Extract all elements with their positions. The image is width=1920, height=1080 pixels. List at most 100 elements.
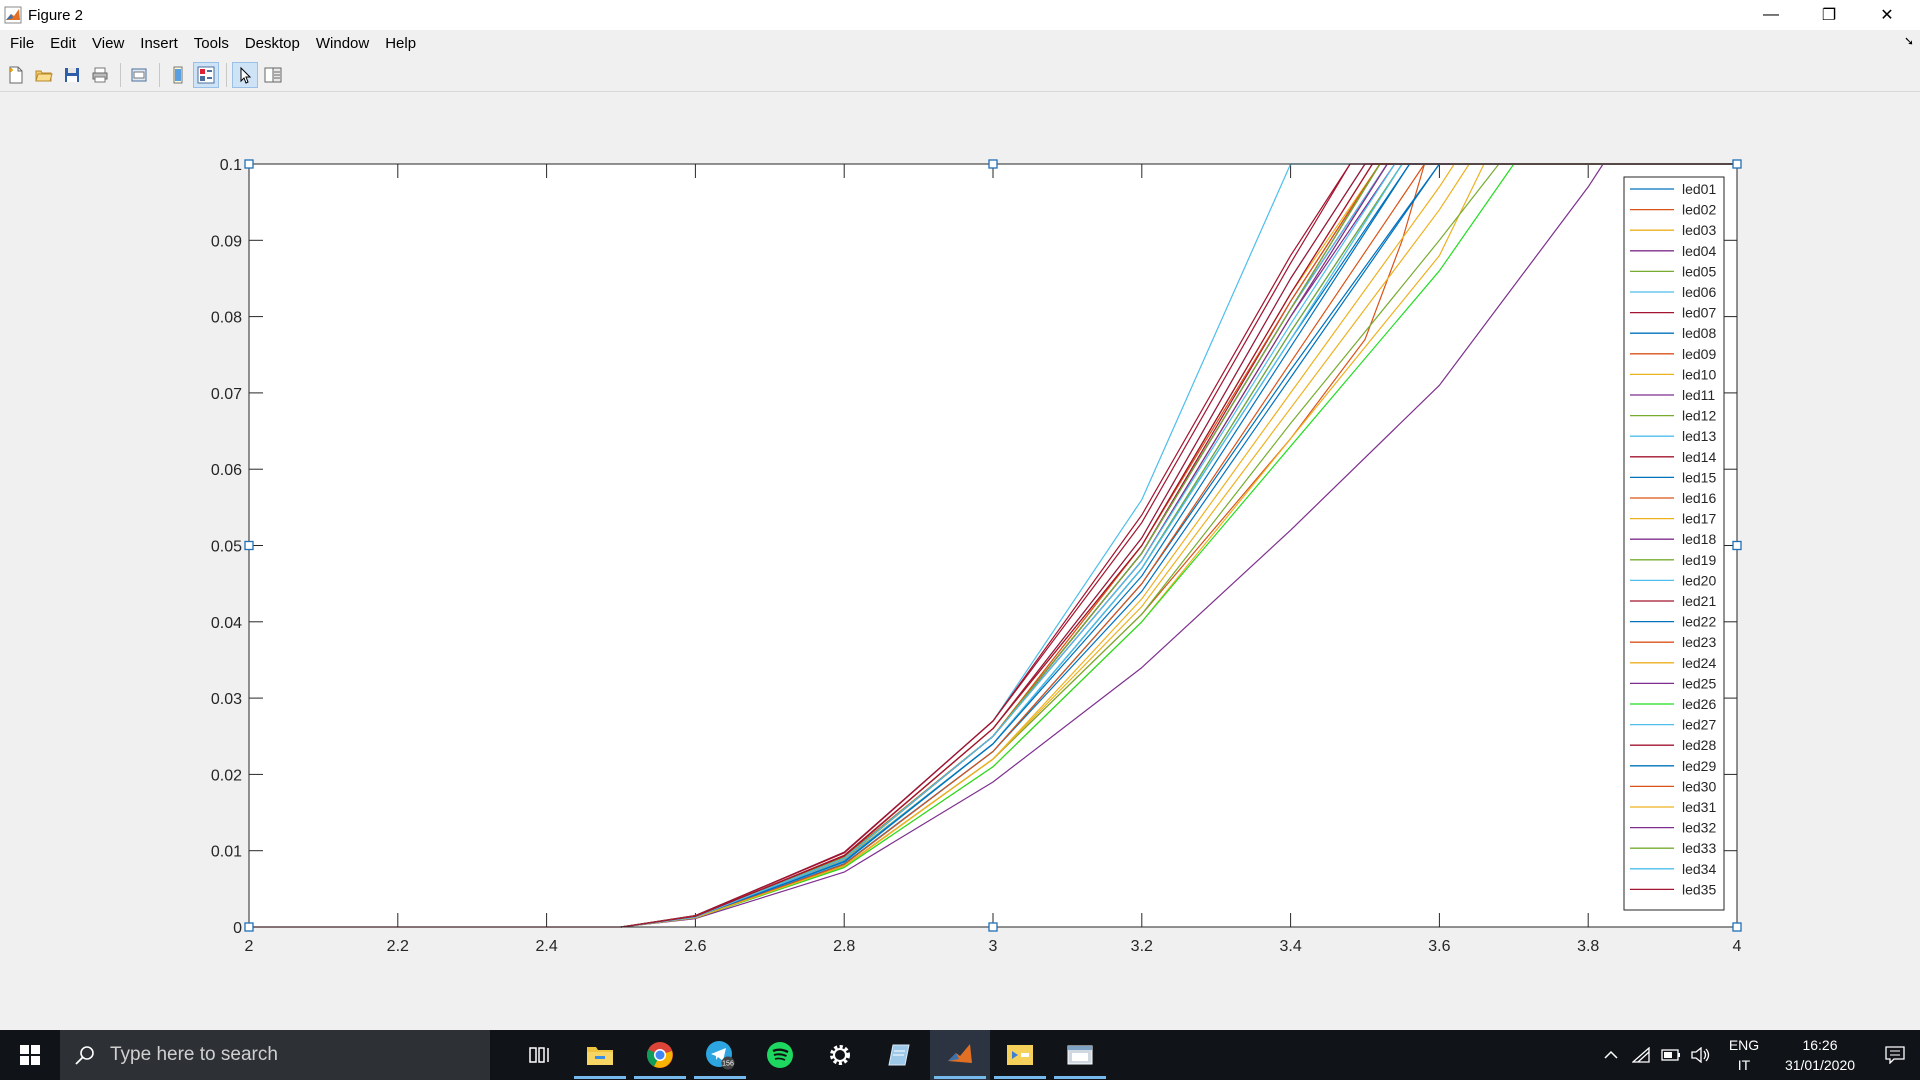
- selection-handle[interactable]: [244, 540, 254, 551]
- figure-toolbar: [0, 58, 1920, 92]
- window-app-button[interactable]: [1050, 1030, 1110, 1080]
- hide-plot-tools-button[interactable]: [165, 62, 191, 88]
- window-app-icon: [1067, 1045, 1093, 1065]
- menu-desktop[interactable]: Desktop: [244, 35, 300, 52]
- x-tick-label: 2.8: [833, 938, 855, 955]
- maximize-button[interactable]: ❐: [1800, 0, 1858, 30]
- save-button[interactable]: [59, 62, 85, 88]
- selection-handle[interactable]: [988, 159, 998, 169]
- legend-label: led10: [1682, 366, 1716, 382]
- property-inspector-button[interactable]: [260, 62, 286, 88]
- telegram-button[interactable]: 156: [690, 1030, 750, 1080]
- edit-plot-button[interactable]: [232, 61, 258, 88]
- figure-canvas[interactable]: 2 2.2 2.4 2.6 2.8 3 3.2 3.4 3.6 3.8 4 0 0.01 0.02 0.0…: [0, 93, 1920, 1030]
- restore-icon: ❐: [1821, 7, 1837, 24]
- close-button[interactable]: ✕: [1858, 0, 1916, 30]
- show-plot-tools-button[interactable]: [193, 61, 219, 88]
- print-button[interactable]: [87, 62, 113, 88]
- dock-figure-icon[interactable]: ➘: [1903, 34, 1914, 48]
- keyboard-layout: IT: [1737, 1057, 1751, 1073]
- selection-handle[interactable]: [988, 922, 998, 932]
- running-indicator: [934, 1076, 986, 1079]
- taskbar-search-input[interactable]: Type here to search: [60, 1030, 490, 1080]
- y-tick-label: 0.02: [211, 767, 242, 784]
- y-tick-label: 0.1: [220, 157, 242, 174]
- selection-handle[interactable]: [1732, 922, 1742, 932]
- notification-icon: [1885, 1046, 1905, 1064]
- spotify-icon: [767, 1042, 793, 1068]
- selection-handle[interactable]: [1732, 159, 1742, 169]
- y-tick-label: 0: [233, 920, 242, 937]
- task-view-button[interactable]: [510, 1030, 570, 1080]
- sticky-app-icon: [1007, 1045, 1033, 1065]
- legend-label: led03: [1682, 222, 1716, 238]
- legend-label: led34: [1682, 861, 1716, 877]
- open-file-button[interactable]: [31, 62, 57, 88]
- line-chart[interactable]: 2 2.2 2.4 2.6 2.8 3 3.2 3.4 3.6 3.8 4 0 0.01 0.02 0.0…: [0, 93, 1920, 1030]
- selection-handles[interactable]: [244, 159, 1742, 932]
- start-button[interactable]: [0, 1030, 60, 1080]
- legend-label: led14: [1682, 449, 1716, 465]
- legend[interactable]: led01 led02 led03 led04 led05 led06 led07 led08…: [1623, 176, 1725, 911]
- selection-handle[interactable]: [244, 159, 254, 169]
- menu-tools[interactable]: Tools: [193, 35, 229, 52]
- telegram-icon: 156: [706, 1041, 735, 1070]
- legend-label: led28: [1682, 737, 1716, 753]
- menu-help[interactable]: Help: [385, 35, 417, 52]
- notepad-button[interactable]: [870, 1030, 930, 1080]
- show-hidden-icons-button[interactable]: [1596, 1030, 1626, 1080]
- settings-icon: [830, 1045, 850, 1065]
- legend-label: led29: [1682, 758, 1716, 774]
- matlab-logo-icon: [4, 6, 22, 24]
- toolbar-separator: [226, 62, 227, 87]
- action-center-button[interactable]: [1870, 1030, 1920, 1080]
- settings-button[interactable]: [810, 1030, 870, 1080]
- edit-plot-arrow-icon: [240, 66, 252, 84]
- search-icon: [75, 1046, 94, 1065]
- y-axis: 0 0.01 0.02 0.03 0.04 0.05 0.06 0.07 0.08 0.09 0.1: [211, 157, 1737, 937]
- legend-label: led26: [1682, 696, 1716, 712]
- battery-button[interactable]: [1656, 1030, 1686, 1080]
- menu-edit[interactable]: Edit: [50, 35, 77, 52]
- chrome-button[interactable]: [630, 1030, 690, 1080]
- file-explorer-button[interactable]: [570, 1030, 630, 1080]
- legend-label: led31: [1682, 799, 1716, 815]
- menu-bar: File Edit View Insert Tools Desktop Wind…: [0, 30, 1920, 58]
- legend-label: led35: [1682, 881, 1716, 897]
- language-code: ENG: [1728, 1037, 1760, 1053]
- windows-taskbar: Type here to search 156: [0, 1030, 1920, 1080]
- legend-label: led23: [1682, 634, 1716, 650]
- new-figure-button[interactable]: [3, 62, 29, 88]
- legend-box: [1623, 176, 1725, 911]
- menu-file[interactable]: File: [10, 35, 35, 52]
- selection-handle[interactable]: [1732, 540, 1742, 551]
- running-indicator: [994, 1076, 1046, 1079]
- legend-label: led07: [1682, 305, 1716, 321]
- running-indicator: [694, 1076, 746, 1079]
- selection-handle[interactable]: [244, 922, 254, 932]
- sticky-app-button[interactable]: [990, 1030, 1050, 1080]
- y-tick-label: 0.09: [211, 233, 242, 250]
- series-line-led18: [620, 163, 1737, 928]
- clock-button[interactable]: 16:26 31/01/2020: [1770, 1035, 1870, 1075]
- legend-label: led06: [1682, 284, 1716, 300]
- input-language-button[interactable]: ENG IT: [1724, 1035, 1764, 1075]
- menu-view[interactable]: View: [92, 35, 125, 52]
- menu-insert[interactable]: Insert: [140, 35, 178, 52]
- show-plot-tools-icon: [197, 66, 215, 83]
- running-indicator: [634, 1076, 686, 1079]
- battery-icon: [1661, 1049, 1680, 1061]
- window-titlebar[interactable]: Figure 2 — ❐ ✕: [0, 0, 1920, 30]
- volume-button[interactable]: [1686, 1030, 1716, 1080]
- spotify-button[interactable]: [750, 1030, 810, 1080]
- window-title: Figure 2: [28, 6, 84, 24]
- y-tick-label: 0.06: [211, 462, 242, 479]
- print-preview-button[interactable]: [126, 62, 152, 88]
- minimize-button[interactable]: —: [1742, 0, 1800, 30]
- network-button[interactable]: [1626, 1030, 1656, 1080]
- speaker-icon: [1691, 1047, 1710, 1063]
- matlab-button[interactable]: [930, 1030, 990, 1080]
- menu-window[interactable]: Window: [315, 35, 370, 52]
- legend-label: led20: [1682, 572, 1716, 588]
- series-line-led31: [620, 163, 1737, 928]
